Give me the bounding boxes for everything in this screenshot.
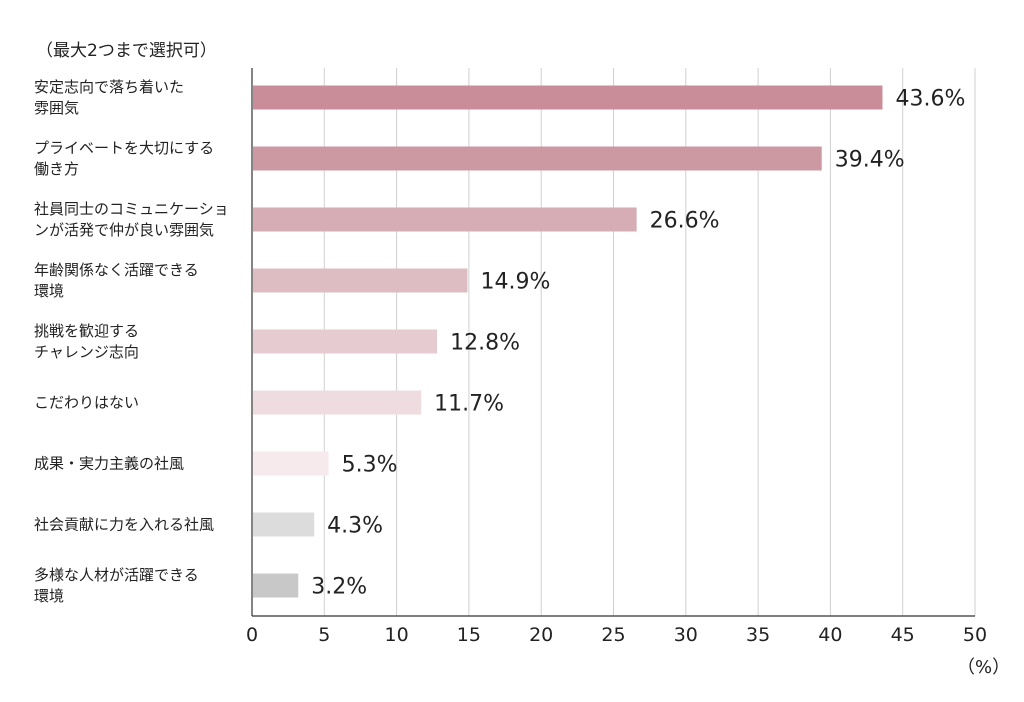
value-label: 4.3% [327, 514, 383, 539]
value-label: 12.8% [450, 331, 520, 356]
value-label: 3.2% [311, 575, 367, 600]
category-label: 社会貢献に力を入れる社風 [34, 516, 214, 534]
category-label: 成果・実力主義の社風 [34, 455, 184, 473]
bar [253, 451, 329, 476]
chart-note: （最大2つまで選択可） [36, 41, 217, 61]
value-label: 14.9% [480, 270, 550, 295]
bars [253, 85, 883, 598]
category-labels: 安定志向で落ち着いた雰囲気プライベートを大切にする働き方社員同士のコミュニケーシ… [34, 78, 229, 605]
category-label: 働き方 [34, 160, 79, 178]
bar [253, 573, 299, 598]
x-tick-label: 35 [746, 624, 770, 646]
x-tick-label: 10 [385, 624, 409, 646]
bar [253, 390, 422, 415]
category-label: 環境 [34, 282, 64, 300]
category-label: 年齢関係なく活躍できる [34, 261, 199, 279]
category-label: 雰囲気 [34, 99, 79, 117]
category-label: 社員同士のコミュニケーショ [34, 200, 229, 218]
bar [253, 329, 438, 354]
category-label: 環境 [34, 587, 64, 605]
category-label: ンが活発で仲が良い雰囲気 [34, 221, 214, 239]
category-label: 安定志向で落ち着いた [34, 78, 184, 96]
value-label: 5.3% [342, 453, 398, 478]
x-tick-label: 5 [318, 624, 330, 646]
bar [253, 146, 822, 171]
x-axis-unit: （%） [957, 657, 1011, 678]
value-label: 26.6% [650, 209, 720, 234]
bar [253, 85, 883, 110]
x-tick-label: 25 [601, 624, 625, 646]
x-tick-labels: 0 5 10 15 20 25 30 35 40 45 50 [246, 624, 987, 646]
category-label: 挑戦を歓迎する [34, 322, 139, 340]
value-label: 39.4% [835, 148, 905, 173]
gridlines [251, 68, 976, 617]
category-label: チャレンジ志向 [34, 343, 139, 361]
bar [253, 207, 637, 232]
category-label: プライベートを大切にする [34, 139, 214, 157]
value-label: 43.6% [895, 87, 965, 112]
x-tick-label: 40 [818, 624, 842, 646]
x-tick-label: 45 [891, 624, 915, 646]
category-label: 多様な人材が活躍できる [34, 566, 199, 584]
x-tick-label: 30 [674, 624, 698, 646]
bar [253, 268, 468, 293]
value-labels: 43.6% 39.4% 26.6% 14.9% 12.8% 11.7% 5.3% 4.3% 3.… [311, 87, 965, 600]
bar [253, 512, 315, 537]
x-tick-label: 20 [529, 624, 553, 646]
x-tick-label: 0 [246, 624, 258, 646]
value-label: 11.7% [434, 392, 504, 417]
x-tick-label: 15 [457, 624, 481, 646]
x-tick-label: 50 [963, 624, 987, 646]
category-label: こだわりはない [34, 394, 139, 412]
